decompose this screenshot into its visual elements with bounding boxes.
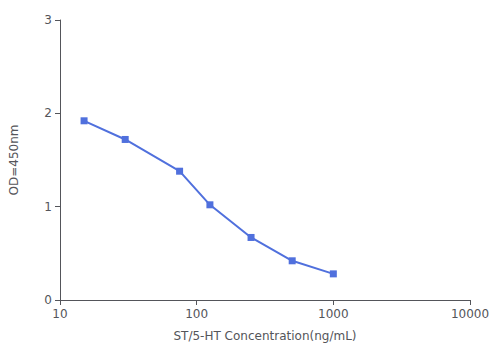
svg-text:ST/5-HT Concentration(ng/mL): ST/5-HT Concentration(ng/mL): [173, 329, 356, 343]
svg-text:1: 1: [44, 200, 52, 214]
svg-text:3: 3: [44, 13, 52, 27]
svg-text:2: 2: [44, 106, 52, 120]
svg-text:1000: 1000: [318, 307, 349, 321]
svg-text:10: 10: [52, 307, 67, 321]
svg-text:100: 100: [185, 307, 208, 321]
svg-text:OD=450nm: OD=450nm: [7, 125, 21, 196]
svg-text:0: 0: [44, 293, 52, 307]
svg-text:10000: 10000: [451, 307, 489, 321]
